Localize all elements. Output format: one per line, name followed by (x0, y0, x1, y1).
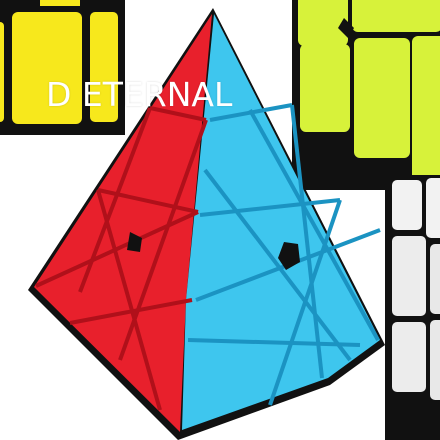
pyraminx-icon (28, 8, 385, 440)
watermark-text: D ETERNAL (46, 75, 233, 114)
white-cube-icon (385, 175, 440, 440)
speed-cube-icon (292, 0, 440, 190)
mirror-cube-icon (0, 0, 125, 135)
